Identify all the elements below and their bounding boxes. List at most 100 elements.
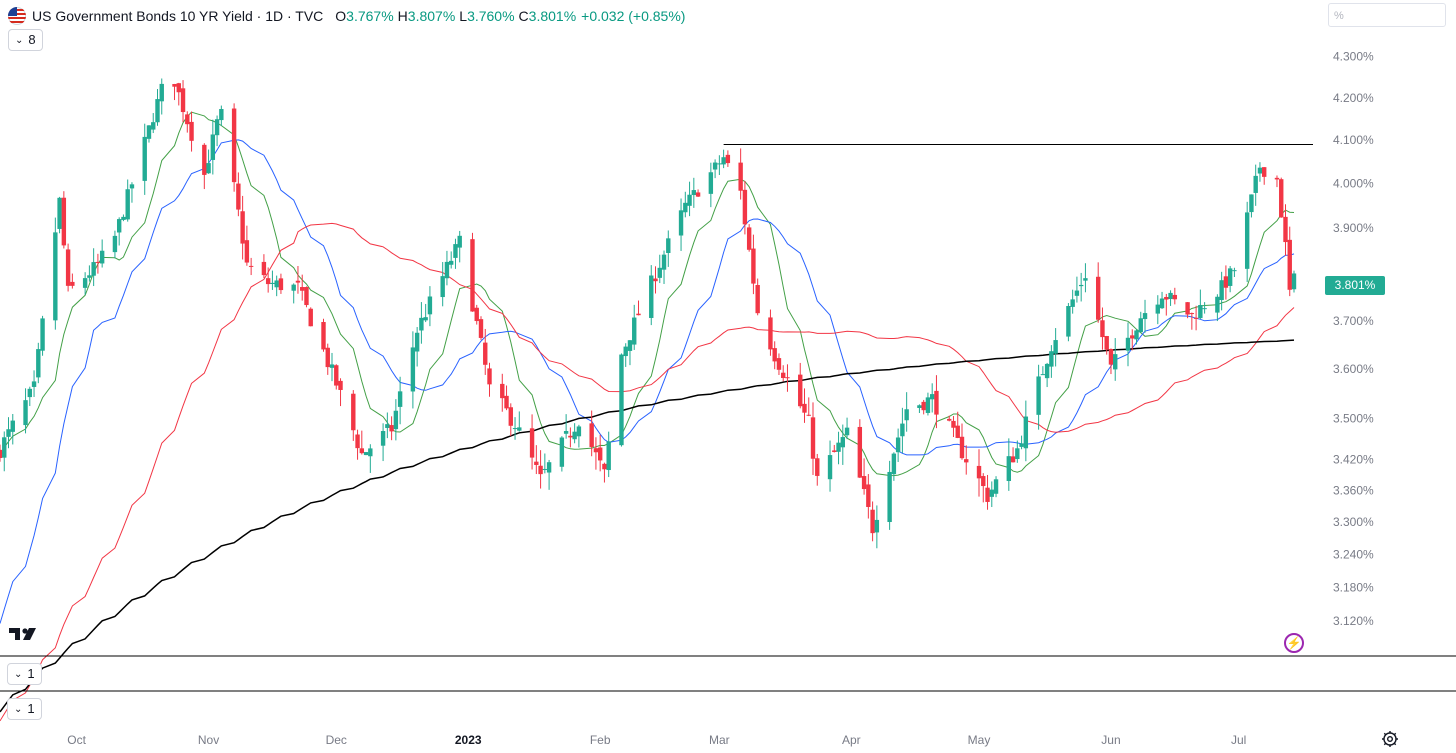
candle (419, 302, 424, 344)
candle (1006, 438, 1012, 491)
candle (857, 419, 863, 479)
candle (1168, 290, 1173, 306)
candle (410, 331, 416, 409)
candle (508, 403, 513, 437)
y-tick-label: 3.360% (1333, 483, 1374, 497)
indicators-count: 8 (28, 32, 36, 47)
high-value: 3.807% (407, 8, 456, 24)
candle (87, 265, 92, 282)
candle (1134, 329, 1139, 345)
x-tick-label: Feb (590, 733, 611, 747)
candle (380, 423, 386, 462)
candle (866, 474, 871, 519)
candle (657, 254, 662, 284)
candle (121, 214, 126, 222)
y-tick-label: 3.600% (1333, 362, 1374, 376)
candle (478, 316, 484, 340)
candle (36, 342, 41, 384)
candle (1159, 291, 1165, 309)
candle (2, 431, 7, 472)
candle (887, 460, 892, 530)
candle (746, 224, 752, 252)
pane-collapse-button[interactable]: ⌄ 1 (7, 663, 42, 685)
candle (1036, 364, 1041, 430)
candle (1185, 302, 1190, 319)
candle (597, 434, 603, 472)
candle (355, 429, 360, 460)
candle (964, 445, 969, 475)
symbol-title[interactable]: US Government Bonds 10 YR Yield · 1D · T… (32, 8, 324, 24)
candle (802, 388, 807, 423)
candle (981, 473, 986, 503)
candle (40, 315, 45, 356)
moving-average-line (0, 339, 1295, 713)
candle (125, 179, 130, 222)
tradingview-logo-icon[interactable] (9, 626, 43, 642)
indicators-collapse-button[interactable]: ⌄ 8 (8, 29, 43, 51)
candle (904, 392, 909, 432)
change-value: +0.032 (+0.85%) (581, 8, 686, 24)
chevron-down-icon: ⌄ (15, 35, 24, 46)
candle (1074, 276, 1080, 303)
candle (240, 195, 245, 260)
candle (572, 423, 577, 444)
candle (206, 149, 211, 174)
candle (82, 272, 88, 295)
candle (836, 431, 841, 465)
candle (112, 230, 118, 259)
candle (895, 428, 901, 462)
candle (742, 181, 748, 235)
candle (57, 196, 62, 234)
candle (142, 123, 147, 195)
candle (815, 453, 820, 486)
candle (517, 411, 522, 432)
gear-icon[interactable] (1381, 730, 1399, 748)
candle (453, 238, 458, 269)
lightning-icon[interactable]: ⚡ (1284, 633, 1304, 653)
candle (861, 458, 867, 495)
candle (1227, 265, 1233, 293)
candle (602, 462, 607, 483)
candle (576, 424, 582, 448)
candle (176, 82, 181, 106)
candle (189, 111, 194, 152)
us-flag-icon (8, 7, 26, 25)
candle (619, 353, 624, 447)
candle (921, 399, 926, 415)
scale-unit-field[interactable]: % (1328, 3, 1446, 27)
candle (389, 416, 394, 441)
candle (785, 364, 790, 392)
candle (363, 451, 369, 456)
candle (1010, 447, 1016, 463)
candle (593, 437, 599, 470)
candle (261, 254, 267, 279)
y-tick-label: 3.120% (1333, 614, 1374, 628)
candle (116, 217, 122, 246)
chevron-down-icon: ⌄ (14, 669, 23, 680)
candle (678, 198, 684, 251)
pane-collapse-button[interactable]: ⌄ 1 (7, 698, 42, 720)
candle (1215, 294, 1220, 322)
y-tick-label: 4.200% (1333, 91, 1374, 105)
candle (772, 341, 777, 370)
candle (1253, 164, 1258, 206)
low-value: 3.760% (467, 8, 515, 24)
candle (691, 177, 697, 208)
candle (1130, 329, 1135, 351)
candle (1049, 345, 1054, 378)
pane-count: 1 (27, 701, 35, 716)
candle (959, 423, 965, 460)
candle (1019, 435, 1024, 450)
candle (0, 444, 3, 462)
candle (1015, 440, 1020, 463)
candle (31, 370, 37, 397)
candle (248, 257, 254, 276)
y-tick-label: 3.420% (1333, 452, 1374, 466)
candle (947, 415, 952, 422)
candle (329, 352, 335, 382)
candle (65, 243, 71, 292)
candle (27, 386, 32, 407)
candle (393, 399, 399, 441)
x-tick-label: Jun (1101, 733, 1120, 747)
